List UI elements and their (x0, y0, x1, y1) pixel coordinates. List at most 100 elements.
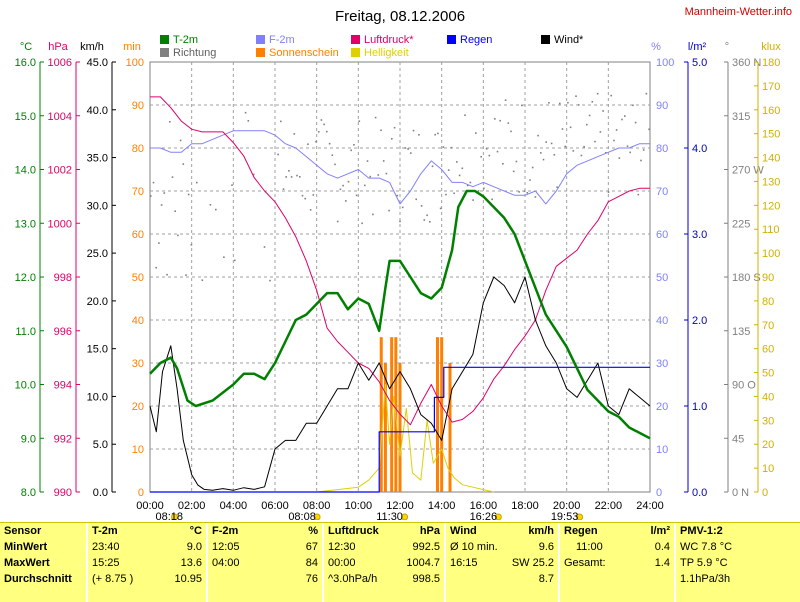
direction-point (382, 160, 385, 162)
humidity-tick: 0 (656, 487, 662, 499)
direction-point (401, 206, 404, 209)
direction-point (512, 170, 515, 173)
pmv-windchill: WC 7.8 °C (680, 541, 733, 553)
sun-tick: 50 (132, 272, 144, 284)
avg-label: Durchschnitt (4, 573, 72, 585)
direction-point (347, 180, 350, 183)
temperature-line (149, 189, 651, 440)
light-tick: 120 (762, 200, 780, 212)
direction-point (469, 181, 472, 184)
direction-point (252, 173, 255, 176)
legend-label: Richtung (173, 47, 216, 59)
axis-unit-label: hPa (48, 41, 68, 53)
time-tick: 24:00 (636, 500, 664, 512)
wind-column: Wind km/h Ø 10 min. 9.6 16:15 SW 25.2 8.7 (446, 523, 560, 602)
humidity-tick: 90 (656, 100, 668, 112)
direction-point (353, 144, 355, 146)
sun-marker (494, 513, 502, 520)
direction-point (385, 172, 388, 175)
humidity-min-value: 67 (305, 541, 318, 553)
humidity-max-time: 04:00 (212, 557, 240, 569)
sun-tick: 40 (132, 315, 144, 327)
pmv-column: PMV-1:2 WC 7.8 °C TP 5.9 °C 1.1hPa/3h (676, 523, 800, 602)
direction-point (334, 163, 336, 166)
rain-total-value: 1.4 (654, 557, 670, 569)
humidity-tick: 10 (656, 444, 668, 456)
direction-point (545, 141, 547, 143)
direction-point (569, 126, 572, 129)
pressure-header: Luftdruck (328, 525, 379, 537)
pressure-tick: 994 (54, 380, 72, 392)
direction-point (591, 101, 594, 103)
direction-point (429, 221, 431, 223)
light-tick: 130 (762, 176, 780, 188)
sun-tick: 100 (126, 57, 144, 69)
sun-time: 16:26 (470, 511, 498, 520)
sun-time: 11:30 (376, 511, 403, 520)
direction-point (185, 274, 187, 276)
temp-tick: 10.0 (15, 380, 36, 392)
direction-point (320, 119, 323, 121)
humidity-avg-value: 76 (305, 573, 318, 585)
site-link[interactable]: Mannheim-Wetter.info (684, 6, 792, 18)
direction-point (190, 244, 193, 246)
max-label: MaxWert (4, 557, 50, 569)
direction-point (447, 169, 450, 171)
sun-time: 08:08 (288, 511, 316, 520)
direction-tick: 360 N (732, 57, 761, 69)
rain-tick: 3.0 (692, 229, 707, 241)
wind-avg-value: 8.7 (538, 573, 554, 585)
light-tick: 180 (762, 57, 780, 69)
wind-tick: 25.0 (87, 248, 108, 260)
light-tick: 10 (762, 463, 774, 475)
direction-point (358, 120, 361, 122)
sun-time: 08:18 (156, 511, 184, 520)
direction-point (548, 102, 550, 104)
pressure-max-time: 00:00 (328, 557, 356, 569)
sun-tick: 20 (132, 401, 144, 413)
legend-label: Sonnenschein (269, 47, 339, 59)
direction-point (171, 176, 174, 178)
sun-marker (401, 513, 409, 520)
direction-point (618, 157, 621, 159)
direction-point (480, 156, 482, 158)
direction-point (610, 94, 612, 97)
sunshine-bar (440, 337, 444, 492)
pressure-trend: ^3.0hPa/h (328, 573, 378, 585)
sun-marker (576, 513, 584, 520)
direction-point (304, 197, 306, 200)
direction-point (179, 139, 182, 142)
light-tick: 60 (762, 344, 774, 356)
direction-point (155, 266, 157, 269)
direction-point (464, 114, 466, 116)
legend-label: Helligkeit (364, 47, 409, 59)
temp-tick: 11.0 (15, 326, 36, 338)
direction-point (485, 148, 488, 150)
direction-point (412, 129, 415, 132)
humidity-tick: 40 (656, 315, 668, 327)
rain-total-label: Gesamt: (564, 557, 606, 569)
direction-point (450, 146, 453, 149)
direction-point (629, 151, 631, 154)
direction-point (269, 279, 271, 282)
direction-point (234, 259, 236, 262)
humidity-tick: 70 (656, 186, 668, 198)
direction-point (399, 220, 401, 223)
direction-point (475, 132, 477, 134)
direction-point (209, 204, 212, 206)
legend-swatch (541, 35, 550, 44)
wind-tick: 30.0 (87, 200, 108, 212)
time-tick: 08:00 (303, 500, 331, 512)
direction-point (317, 131, 320, 133)
light-tick: 90 (762, 272, 774, 284)
humidity-tick: 20 (656, 401, 668, 413)
direction-point (642, 149, 645, 151)
sun-tick: 30 (132, 358, 144, 370)
legend-swatch (447, 35, 456, 44)
light-tick: 40 (762, 391, 774, 403)
pressure-min-time: 12:30 (328, 541, 356, 553)
direction-point (160, 204, 163, 206)
direction-point (624, 115, 626, 117)
direction-point (285, 176, 287, 178)
time-tick: 00:00 (136, 500, 164, 512)
